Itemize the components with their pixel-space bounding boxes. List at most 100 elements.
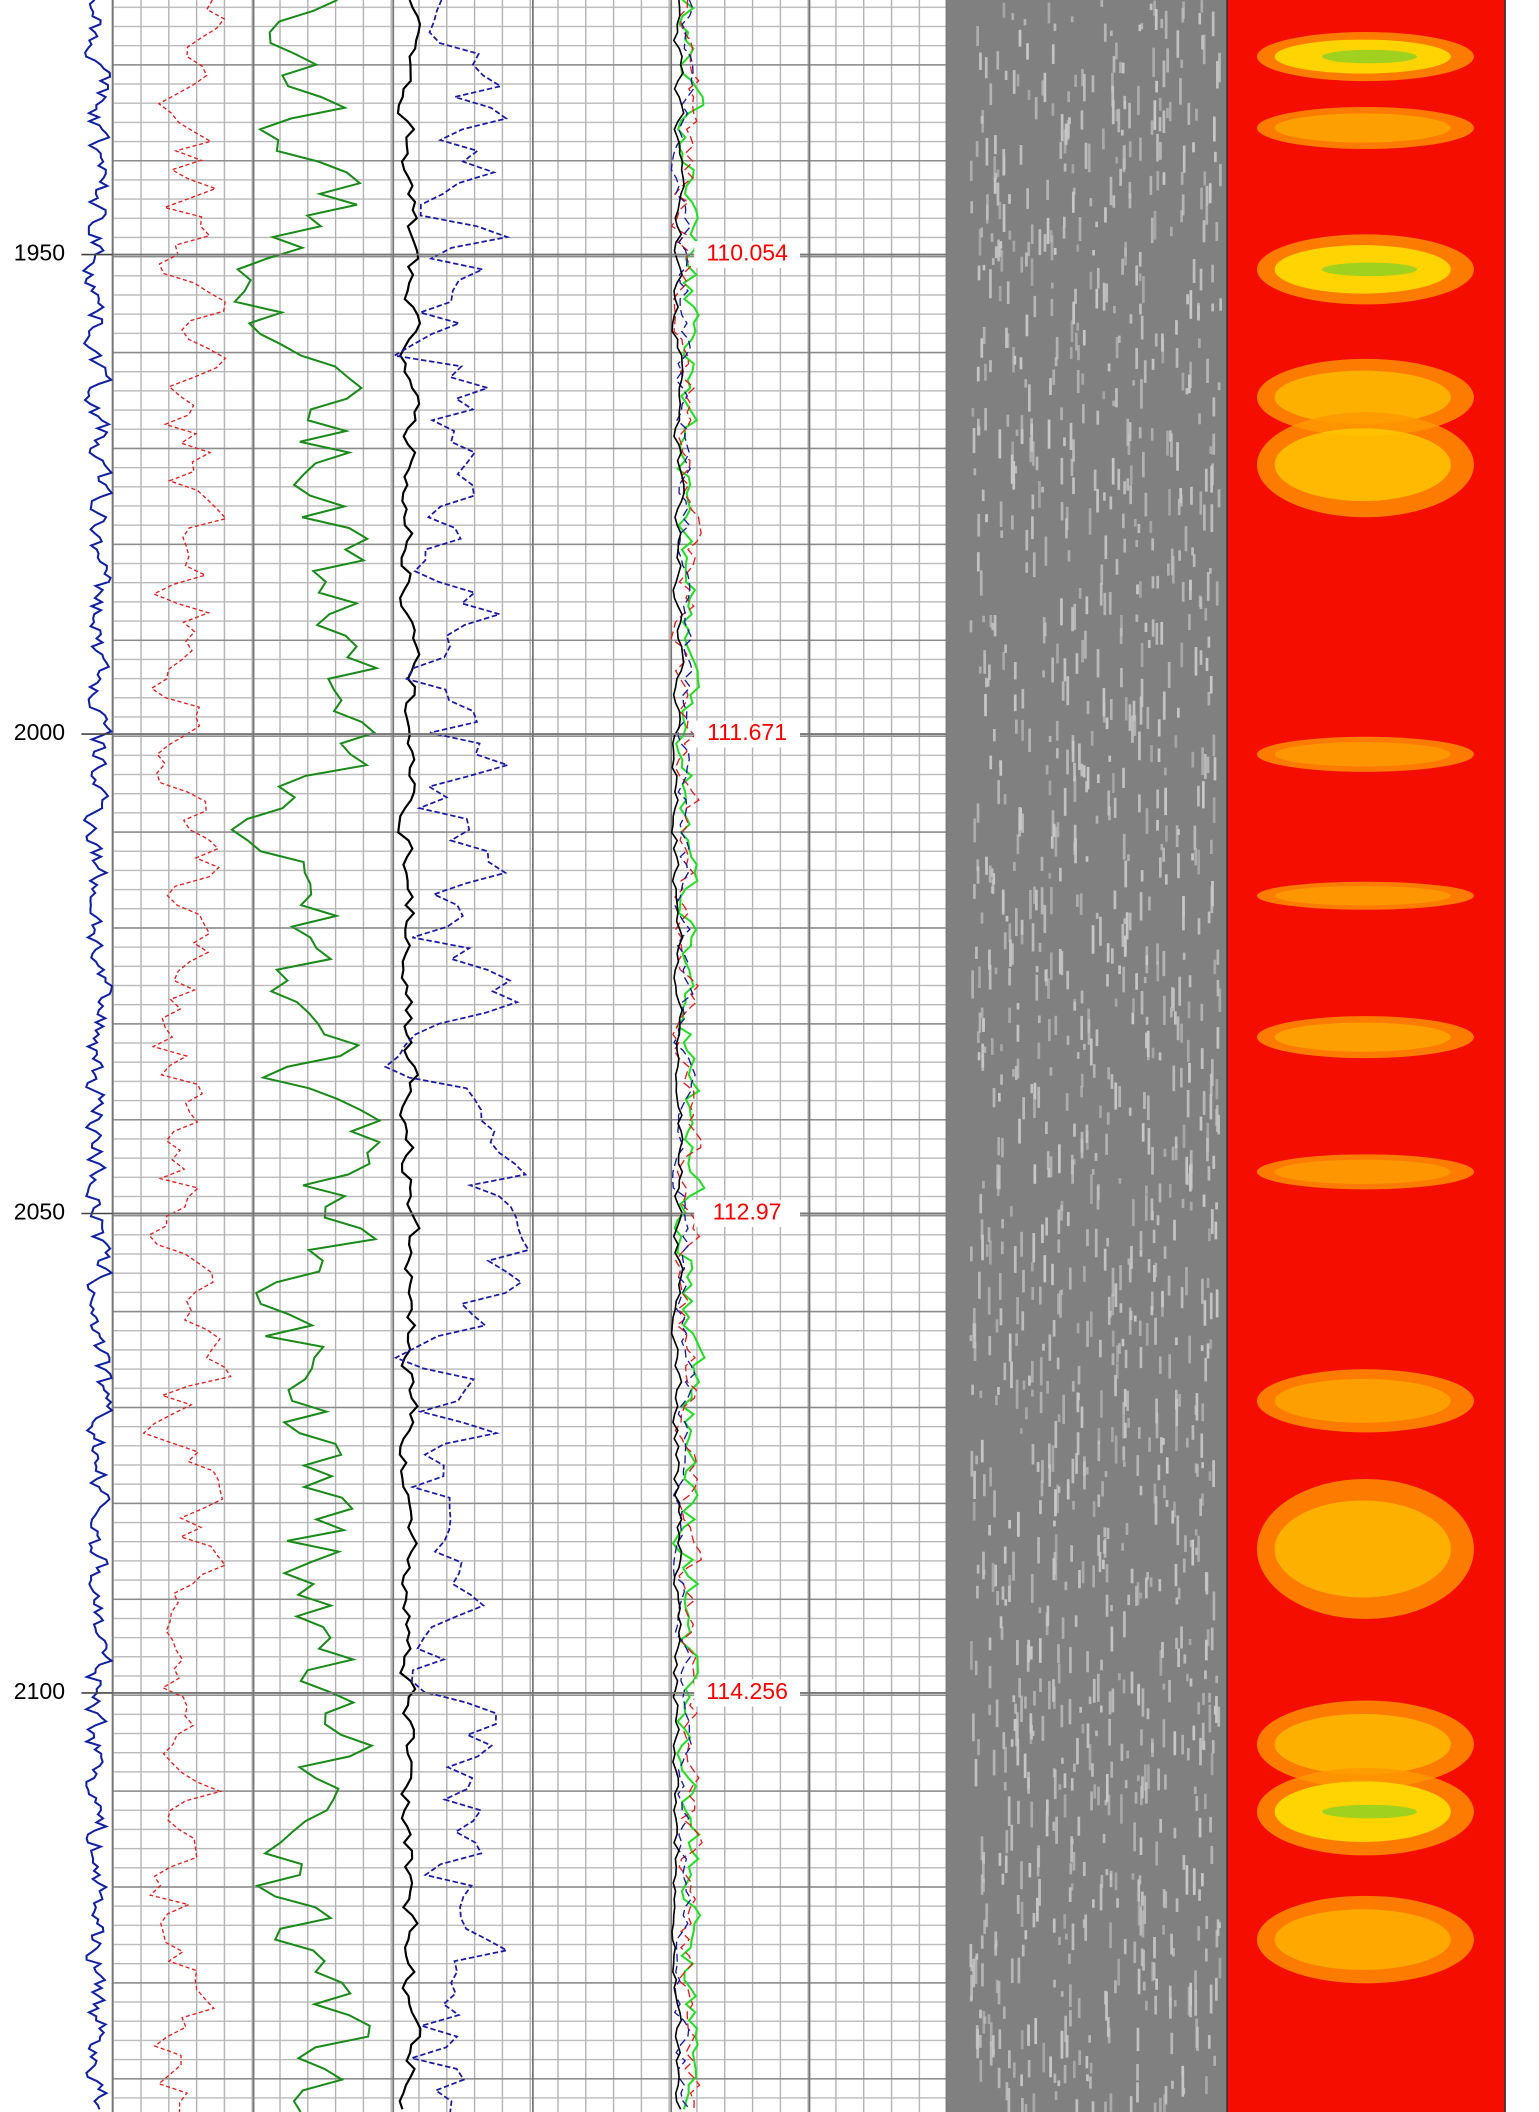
heat-blob (1256, 881, 1474, 910)
texture-streak (992, 1749, 996, 1776)
texture-streak (1202, 34, 1206, 65)
texture-streak (1030, 258, 1034, 286)
texture-streak (1025, 529, 1029, 551)
texture-streak (992, 873, 996, 885)
texture-streak (1031, 1389, 1034, 1397)
texture-streak (1171, 2080, 1174, 2089)
texture-streak (1189, 1982, 1193, 2006)
texture-streak (1139, 892, 1143, 921)
texture-streak (1095, 288, 1099, 309)
texture-streak (1033, 1690, 1036, 1706)
texture-streak (1063, 129, 1067, 154)
texture-streak (1106, 1112, 1110, 1125)
texture-streak (1171, 987, 1174, 1008)
texture-streak (1144, 622, 1148, 632)
texture-streak (1168, 1184, 1172, 1198)
texture-streak (1047, 419, 1051, 449)
texture-streak (1162, 60, 1166, 88)
texture-streak (1156, 820, 1159, 831)
texture-streak (1003, 932, 1007, 950)
texture-streak (1113, 797, 1117, 819)
texture-streak (1212, 116, 1216, 142)
texture-streak (1162, 950, 1166, 977)
texture-streak (1168, 488, 1171, 516)
texture-streak (994, 967, 998, 975)
texture-streak (1040, 887, 1044, 915)
texture-streak (1099, 1105, 1102, 1118)
texture-streak (1123, 481, 1126, 495)
texture-streak (1055, 720, 1059, 741)
texture-streak (1207, 636, 1211, 648)
texture-streak (1164, 10, 1168, 39)
texture-streak (1217, 1114, 1221, 1135)
texture-streak (1080, 110, 1084, 130)
texture-streak (1104, 535, 1108, 560)
texture-streak (976, 803, 980, 823)
texture-streak (1008, 194, 1011, 204)
texture-streak (1214, 151, 1217, 163)
texture-streak (1217, 1706, 1221, 1727)
texture-streak (1047, 1019, 1051, 1042)
texture-streak (991, 258, 995, 265)
texture-streak (1161, 1641, 1164, 1658)
texture-streak (1107, 790, 1111, 816)
texture-streak (1191, 1425, 1195, 1440)
texture-streak (1133, 1941, 1137, 1964)
texture-streak (1058, 867, 1062, 882)
texture-streak (1105, 717, 1109, 730)
texture-streak (1085, 781, 1088, 793)
texture-streak (982, 1018, 985, 1032)
log-curve (230, 0, 382, 2112)
texture-streak (1210, 886, 1214, 914)
texture-streak (1138, 1875, 1142, 1885)
texture-streak (1215, 1104, 1219, 1132)
texture-streak (1076, 1392, 1080, 1413)
texture-streak (1201, 1493, 1204, 1506)
texture-streak (1025, 314, 1029, 337)
texture-streak (985, 137, 989, 166)
texture-streak (1167, 661, 1171, 688)
texture-streak (1002, 204, 1006, 233)
texture-streak (1023, 1753, 1027, 1779)
texture-streak (1066, 124, 1070, 139)
texture-streak (1077, 1816, 1081, 1836)
texture-streak (1014, 908, 1018, 937)
texture-streak (1013, 355, 1017, 365)
texture-streak (1086, 1651, 1089, 1673)
texture-streak (1204, 1639, 1208, 1661)
texture-streak (1138, 252, 1142, 267)
texture-streak (1007, 1585, 1011, 1602)
texture-streak (976, 1564, 980, 1574)
texture-streak (969, 160, 973, 181)
texture-streak (1150, 1291, 1154, 1311)
texture-streak (969, 1943, 973, 1968)
texture-streak (1089, 2062, 1093, 2074)
texture-streak (1142, 1981, 1146, 1991)
texture-streak (1042, 617, 1046, 644)
texture-streak (1071, 191, 1075, 213)
log-curve (81, 0, 114, 2110)
texture-streak (1111, 1267, 1115, 1297)
texture-streak (1188, 1062, 1191, 1083)
texture-streak (1065, 1933, 1068, 1940)
texture-streak (976, 552, 980, 572)
texture-streak (1059, 142, 1063, 159)
texture-streak (1075, 653, 1079, 674)
texture-streak (985, 514, 988, 523)
texture-streak (1123, 1938, 1127, 1955)
texture-streak (988, 1525, 991, 1536)
texture-streak (1081, 1561, 1085, 1584)
texture-streak (1206, 1122, 1210, 1152)
texture-streak (1020, 1861, 1023, 1890)
texture-streak (970, 1964, 974, 1972)
texture-streak (1021, 688, 1025, 709)
texture-streak (1160, 843, 1164, 851)
log-curve (142, 0, 232, 2112)
texture-streak (1163, 1246, 1167, 1259)
texture-streak (1074, 288, 1077, 305)
texture-streak (1111, 948, 1114, 964)
texture-streak (1163, 1148, 1167, 1157)
texture-streak (1206, 1629, 1210, 1647)
texture-streak (1060, 1991, 1064, 1997)
texture-streak (1086, 2074, 1089, 2082)
